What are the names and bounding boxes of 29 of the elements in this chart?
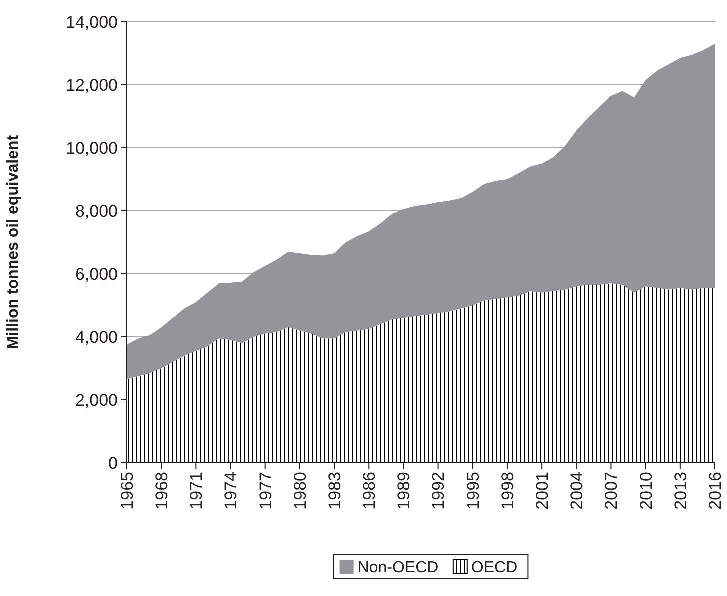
x-tick-label: 1998 bbox=[498, 472, 518, 510]
x-tick-label: 2010 bbox=[636, 472, 656, 510]
y-tick-label: 6,000 bbox=[75, 264, 118, 284]
y-tick-label: 14,000 bbox=[66, 12, 118, 32]
x-tick-label: 2004 bbox=[568, 472, 587, 510]
x-tick-label: 2016 bbox=[706, 472, 725, 510]
y-tick-label: 8,000 bbox=[75, 202, 118, 221]
x-tick-label: 2007 bbox=[602, 472, 622, 510]
y-tick-label: 4,000 bbox=[75, 328, 118, 347]
x-tick-label: 1980 bbox=[290, 472, 310, 510]
x-tick-label: 2001 bbox=[533, 472, 552, 510]
y-tick-label: 10,000 bbox=[66, 138, 118, 158]
x-tick-label: 1974 bbox=[222, 472, 241, 510]
y-axis-title: Million tonnes oil equivalent bbox=[5, 134, 22, 350]
y-tick-label: 2,000 bbox=[75, 390, 118, 410]
y-tick-label: 12,000 bbox=[66, 76, 118, 95]
x-tick-label: 1995 bbox=[464, 472, 483, 510]
x-tick-label: 1992 bbox=[429, 472, 448, 510]
x-tick-label: 1989 bbox=[394, 472, 414, 510]
x-tick-label: 1983 bbox=[325, 472, 344, 510]
x-tick-label: 1965 bbox=[118, 472, 137, 510]
x-tick-label: 1986 bbox=[360, 472, 380, 510]
legend-label: OECD bbox=[471, 560, 518, 577]
x-tick-label: 1968 bbox=[152, 472, 172, 510]
y-tick-label: 0 bbox=[108, 454, 118, 473]
x-tick-label: 1977 bbox=[256, 472, 276, 510]
x-tick-label: 1971 bbox=[187, 472, 206, 510]
legend-label: Non-OECD bbox=[358, 560, 439, 577]
x-tick-label: 2013 bbox=[671, 472, 690, 510]
